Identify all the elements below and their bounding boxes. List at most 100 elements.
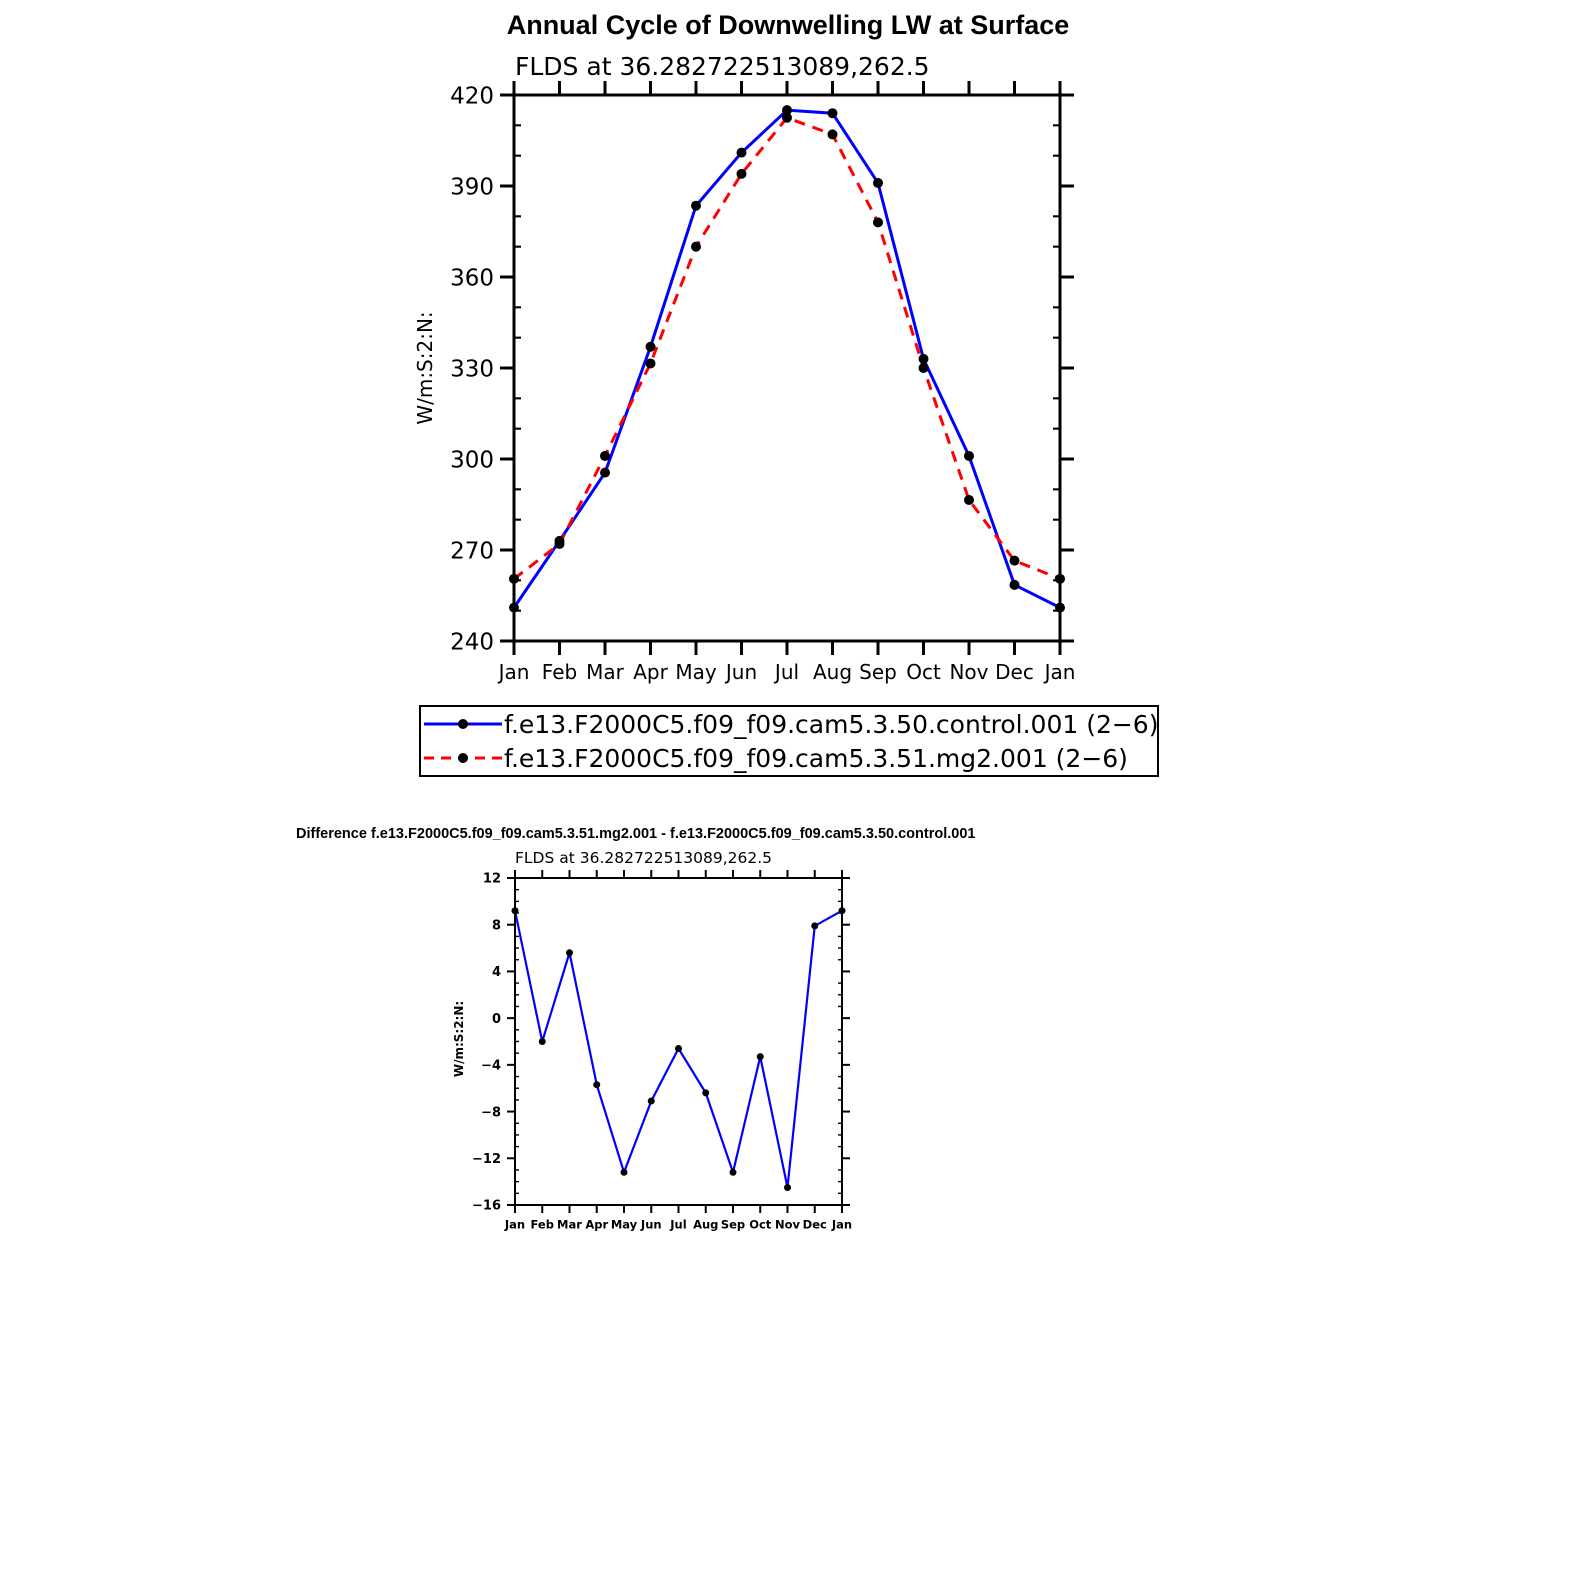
bottom-chart: Difference f.e13.F2000C5.f09_f09.cam5.3.… xyxy=(296,826,975,1232)
data-point xyxy=(782,105,792,116)
legend-box xyxy=(419,705,1159,777)
x-tick-label: Dec xyxy=(995,660,1034,684)
y-tick-label: 330 xyxy=(450,356,494,382)
data-point xyxy=(811,922,819,930)
x-tick-label: Feb xyxy=(531,1218,554,1232)
y-tick-label: 300 xyxy=(450,447,494,473)
data-point xyxy=(691,241,701,252)
bottom-chart-title: Difference f.e13.F2000C5.f09_f09.cam5.3.… xyxy=(296,826,975,842)
top-chart-ticks xyxy=(500,81,1074,655)
x-tick-label: Jan xyxy=(831,1218,852,1232)
legend-label-control: f.e13.F2000C5.f09_f09.cam5.3.50.control.… xyxy=(504,710,1158,739)
data-point xyxy=(691,200,701,211)
data-point xyxy=(782,112,792,123)
data-point xyxy=(620,1168,628,1176)
data-point xyxy=(729,1168,737,1176)
data-point xyxy=(1009,555,1020,566)
data-point xyxy=(827,108,838,119)
y-tick-label: 12 xyxy=(483,872,501,887)
x-tick-label: Oct xyxy=(749,1218,772,1232)
x-tick-label: Jun xyxy=(640,1218,662,1232)
data-point xyxy=(873,177,883,188)
top-chart-x-tick-labels: Jan Feb Mar Apr May Jun Jul Aug Sep Oct Nov Dec Jan xyxy=(497,660,1076,684)
x-tick-label: Sep xyxy=(859,660,897,684)
top-chart-legend: f.e13.F2000C5.f09_f09.cam5.3.50.control.… xyxy=(419,705,1159,777)
x-tick-label: Nov xyxy=(775,1218,801,1232)
bottom-chart-y-tick-labels: −16 −12 −8 −4 0 4 8 12 xyxy=(472,872,501,1214)
data-point xyxy=(600,450,610,461)
data-point xyxy=(554,538,565,549)
top-chart-series xyxy=(509,105,1065,613)
legend-entry-control: f.e13.F2000C5.f09_f09.cam5.3.50.control.… xyxy=(424,710,1158,739)
data-point xyxy=(702,1089,710,1097)
y-tick-label: 270 xyxy=(450,538,494,564)
data-point xyxy=(784,1183,791,1191)
y-tick-label: 420 xyxy=(450,83,494,109)
x-tick-label: Apr xyxy=(633,660,668,684)
data-point xyxy=(645,341,656,352)
top-chart-title: Annual Cycle of Downwelling LW at Surfac… xyxy=(507,10,1070,40)
bottom-chart-x-tick-labels: Jan Feb Mar Apr May Jun Jul Aug Sep Oct Nov Dec Jan xyxy=(504,1218,852,1232)
bottom-chart-frame xyxy=(514,877,843,1206)
y-tick-label: 0 xyxy=(492,1012,501,1027)
data-point xyxy=(566,949,573,957)
data-point xyxy=(918,363,929,373)
y-tick-label: 390 xyxy=(450,174,494,200)
x-tick-label: Aug xyxy=(813,660,852,684)
y-tick-label: −4 xyxy=(481,1059,501,1074)
x-tick-label: Apr xyxy=(585,1218,608,1232)
x-tick-label: Jul xyxy=(773,660,799,684)
x-tick-label: Jun xyxy=(724,660,757,684)
top-chart-ylabel: W/m:S:2:N: xyxy=(413,311,437,424)
x-tick-label: Jan xyxy=(1043,660,1076,684)
x-tick-label: Sep xyxy=(721,1218,745,1232)
data-point xyxy=(736,168,747,179)
data-point xyxy=(1009,579,1020,590)
x-tick-label: Jan xyxy=(504,1218,525,1232)
series-line-0 xyxy=(512,108,1061,609)
x-tick-label: Nov xyxy=(949,660,988,684)
data-point xyxy=(964,494,974,505)
legend-entry-mg2: f.e13.F2000C5.f09_f09.cam5.3.51.mg2.001 … xyxy=(424,744,1128,773)
data-point xyxy=(736,147,747,158)
x-tick-label: May xyxy=(611,1218,638,1232)
x-tick-label: Jul xyxy=(669,1218,686,1232)
bottom-chart-series xyxy=(511,907,846,1191)
y-tick-label: 8 xyxy=(492,918,501,933)
y-tick-label: −8 xyxy=(481,1105,501,1120)
y-tick-label: 360 xyxy=(450,265,494,291)
top-chart-y-tick-labels: 240 270 300 330 360 390 420 xyxy=(450,83,494,655)
top-chart-subtitle: FLDS at 36.282722513089,262.5 xyxy=(515,52,930,81)
series-line-1 xyxy=(513,115,1061,581)
bottom-chart-subtitle: FLDS at 36.282722513089,262.5 xyxy=(515,849,772,867)
x-tick-label: May xyxy=(675,660,717,684)
y-tick-label: 240 xyxy=(450,629,494,655)
data-point xyxy=(873,217,883,228)
bottom-chart-ticks xyxy=(507,870,850,1213)
x-tick-label: Aug xyxy=(693,1218,718,1232)
y-tick-label: 4 xyxy=(492,965,501,980)
data-point xyxy=(918,353,929,364)
data-point xyxy=(538,1038,546,1045)
x-tick-label: Mar xyxy=(586,660,625,684)
x-tick-label: Mar xyxy=(557,1218,582,1232)
legend-marker-control xyxy=(458,719,468,729)
top-chart-frame xyxy=(512,93,1062,643)
data-point xyxy=(756,1053,764,1061)
data-point xyxy=(647,1097,655,1105)
x-tick-label: Feb xyxy=(542,660,577,684)
data-point xyxy=(827,129,838,140)
top-chart: Annual Cycle of Downwelling LW at Surfac… xyxy=(413,10,1159,777)
bottom-chart-ylabel: W/m:S:2:N: xyxy=(452,1001,466,1077)
data-point xyxy=(600,467,610,478)
data-point xyxy=(645,358,656,369)
y-tick-label: −16 xyxy=(472,1199,501,1214)
x-tick-label: Dec xyxy=(803,1218,827,1232)
legend-label-mg2: f.e13.F2000C5.f09_f09.cam5.3.51.mg2.001 … xyxy=(504,744,1128,773)
data-point xyxy=(675,1045,682,1053)
x-tick-label: Jan xyxy=(497,660,530,684)
y-tick-label: −12 xyxy=(472,1152,501,1167)
data-point xyxy=(593,1081,601,1089)
x-tick-label: Oct xyxy=(906,660,941,684)
